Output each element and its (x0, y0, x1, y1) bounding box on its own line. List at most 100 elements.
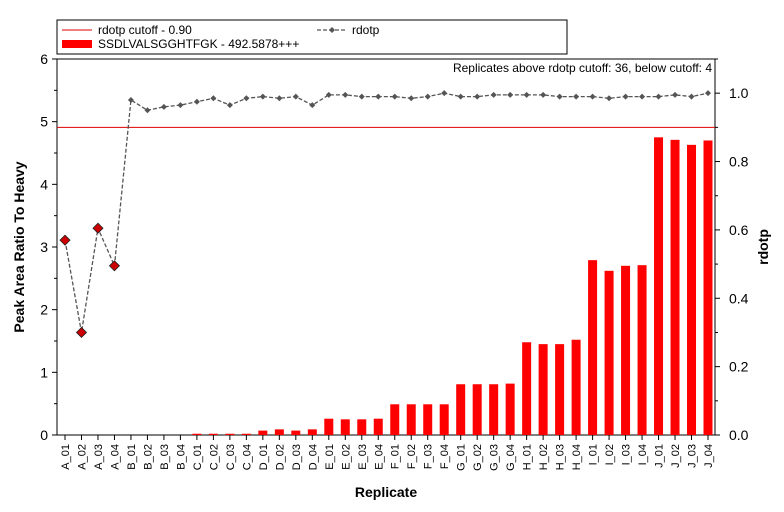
bar (208, 433, 218, 435)
bar (225, 433, 235, 435)
x-tick-label: I_04 (637, 444, 649, 465)
rdotp-point (622, 93, 629, 100)
bar (555, 344, 565, 435)
rdotp-point (59, 234, 71, 246)
x-tick-label: D_02 (274, 444, 286, 470)
x-tick-label: C_03 (225, 444, 237, 470)
bar (423, 404, 433, 435)
bar (439, 404, 449, 435)
bar (324, 418, 334, 435)
x-tick-label: E_02 (340, 444, 352, 470)
bar (406, 404, 416, 435)
x-tick-label: E_01 (324, 444, 336, 470)
rdotp-point (655, 93, 662, 100)
x-tick-label: E_04 (373, 444, 385, 470)
rdotp-point (210, 95, 217, 102)
bar (373, 418, 383, 435)
x-tick-label: D_03 (291, 444, 303, 470)
rdotp-point (177, 102, 184, 109)
rdotp-point (589, 93, 596, 100)
bar (637, 265, 647, 435)
x-tick-label: G_01 (456, 444, 468, 471)
bar-series (192, 137, 713, 436)
bar (291, 430, 301, 435)
rdotp-point (408, 95, 415, 102)
bar (670, 139, 680, 435)
x-tick-label: J_01 (654, 444, 666, 468)
rdotp-point (507, 91, 514, 98)
bar (456, 384, 466, 435)
x-tick-label: I_01 (588, 444, 600, 465)
x-tick-label: F_01 (390, 444, 402, 469)
rdotp-point (424, 93, 431, 100)
x-tick-label: A_02 (76, 444, 88, 470)
rdotp-point (606, 95, 613, 102)
y2-tick-label: 0.0 (729, 427, 749, 443)
y-tick-label: 3 (40, 239, 48, 255)
rdotp-point (457, 93, 464, 100)
bar (571, 339, 581, 435)
rdotp-point (688, 93, 695, 100)
x-tick-label: B_01 (126, 444, 138, 470)
bar (258, 430, 268, 435)
rdotp-point (243, 95, 250, 102)
bar (588, 260, 598, 435)
x-tick-label: F_03 (423, 444, 435, 469)
rdotp-point (342, 91, 349, 98)
y2-tick-label: 0.2 (729, 359, 749, 375)
rdotp-point (144, 107, 151, 114)
rdotp-point (375, 93, 382, 100)
y2-tick-label: 0.6 (729, 222, 749, 238)
rdotp-point (556, 93, 563, 100)
legend-cutoff-label: rdotp cutoff - 0.90 (98, 23, 192, 37)
bar (522, 342, 532, 435)
x-tick-label: C_04 (241, 444, 253, 470)
x-tick-label: B_02 (142, 444, 154, 470)
x-tick-label: A_04 (109, 444, 121, 470)
y-tick-label: 0 (40, 427, 48, 443)
bar (307, 429, 317, 435)
x-tick-label: C_01 (192, 444, 204, 470)
rdotp-point (226, 102, 233, 109)
rdotp-series (59, 90, 711, 339)
bar (340, 419, 350, 435)
y-tick-label: 1 (40, 364, 48, 380)
y2-axis-title: rdotp (755, 229, 771, 265)
rdotp-point (523, 91, 530, 98)
rdotp-point (292, 93, 299, 100)
bar (472, 384, 482, 435)
y-tick-label: 5 (40, 114, 48, 130)
legend-bar-swatch (62, 40, 92, 48)
rdotp-point (127, 97, 134, 104)
rdotp-point (160, 103, 167, 110)
x-tick-label: J_04 (703, 444, 715, 468)
x-tick-label: A_01 (60, 444, 72, 470)
bar (241, 433, 251, 435)
y-axis-title: Peak Area Ratio To Heavy (11, 161, 27, 332)
x-tick-label: G_03 (489, 444, 501, 471)
bar (538, 344, 548, 435)
x-tick-label: H_04 (571, 444, 583, 470)
y-axis: 0 1 2 3 4 5 6 (40, 51, 57, 443)
bar (703, 140, 713, 435)
x-tick-label: H_02 (538, 444, 550, 470)
x-tick-label: D_01 (258, 444, 270, 470)
y-tick-label: 2 (40, 302, 48, 318)
y-tick-label: 6 (40, 51, 48, 67)
x-tick-label: C_02 (208, 444, 220, 470)
bar (274, 429, 284, 435)
bar (192, 433, 202, 435)
x-tick-label: I_03 (621, 444, 633, 465)
bar (390, 404, 400, 435)
legend-bar-label: SSDLVALSGGHTFGK - 492.5878+++ (98, 37, 299, 51)
rdotp-point (276, 95, 283, 102)
x-tick-label: F_04 (439, 444, 451, 469)
x-tick-label: G_04 (505, 444, 517, 471)
rdotp-point (490, 91, 497, 98)
rdotp-point (92, 222, 104, 234)
y2-tick-label: 1.0 (729, 85, 749, 101)
x-tick-label: D_04 (307, 444, 319, 470)
legend-rdotp-marker (329, 27, 335, 33)
rdotp-point (573, 93, 580, 100)
